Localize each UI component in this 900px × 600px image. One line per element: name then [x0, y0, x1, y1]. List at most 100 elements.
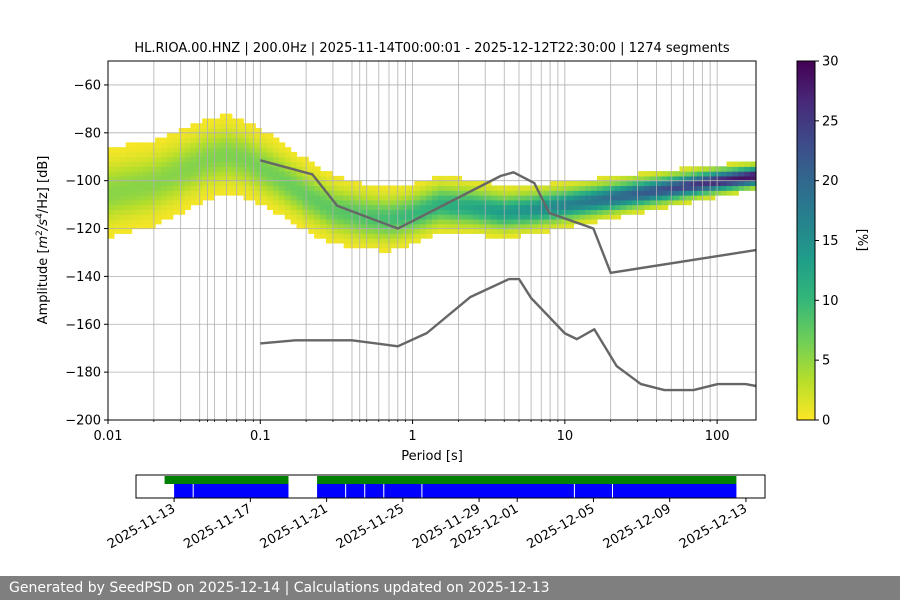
heatmap-cell — [272, 171, 280, 177]
heatmap-cell — [443, 209, 451, 215]
heatmap-cell — [178, 195, 186, 201]
heatmap-cell — [131, 209, 139, 215]
heatmap-cell — [155, 214, 162, 220]
heatmap-cell — [567, 195, 574, 201]
heatmap-cell — [325, 190, 333, 196]
heatmap-cell — [508, 204, 516, 210]
heatmap-cell — [314, 171, 321, 177]
y-tick-label: −200 — [65, 414, 101, 429]
low-noise-model-line — [260, 277, 756, 392]
heatmap-cell — [337, 180, 345, 187]
heatmap-cell — [378, 185, 386, 191]
heatmap-cell — [184, 185, 192, 191]
heatmap-cell — [443, 180, 451, 187]
heatmap-cell — [644, 190, 651, 196]
heatmap-cell — [202, 123, 209, 129]
heatmap-cell — [320, 204, 327, 210]
heatmap-cell — [331, 218, 339, 225]
heatmap-cell — [219, 190, 227, 196]
heatmap-cell — [284, 214, 292, 220]
heatmap-cell — [137, 190, 144, 196]
heatmap-cell — [149, 147, 156, 153]
heatmap-cell — [337, 214, 345, 220]
heatmap-cell — [113, 185, 121, 191]
heatmap-cell — [502, 204, 510, 210]
heatmap-cell — [237, 185, 245, 191]
heatmap-cell — [720, 190, 728, 196]
heatmap-cell — [573, 195, 580, 201]
heatmap-cell — [543, 190, 551, 196]
heatmap-cell — [278, 156, 286, 163]
heatmap-cell — [190, 171, 197, 177]
heatmap-cell — [384, 238, 392, 244]
heatmap-cell — [314, 180, 321, 187]
heatmap-cell — [355, 233, 362, 239]
heatmap-cell — [496, 185, 504, 191]
heatmap-cell — [390, 190, 398, 196]
heatmap-cell — [231, 128, 239, 134]
heatmap-cell — [255, 137, 262, 143]
heatmap-cell — [514, 199, 521, 206]
heatmap-cell — [526, 195, 533, 201]
heatmap-cell — [461, 190, 468, 196]
heatmap-cell — [750, 171, 756, 177]
heatmap-cell — [384, 228, 392, 234]
heatmap-cell — [543, 195, 551, 201]
heatmap-cell — [632, 175, 639, 182]
heatmap-cell — [119, 185, 127, 191]
heatmap-cell — [225, 132, 233, 139]
heatmap-cell — [526, 228, 533, 234]
heatmap-cell — [214, 166, 221, 172]
heatmap-cell — [732, 190, 739, 196]
heatmap-cell — [432, 195, 439, 201]
heatmap-cell — [514, 195, 521, 201]
heatmap-cell — [249, 171, 256, 177]
heatmap-cell — [296, 199, 303, 206]
heatmap-cell — [261, 132, 268, 139]
heatmap-cell — [367, 199, 374, 206]
heatmap-cell — [408, 238, 415, 244]
heatmap-cell — [449, 180, 457, 187]
heatmap-cell — [290, 199, 298, 206]
heatmap-cell — [255, 175, 262, 182]
heatmap-cell — [555, 218, 563, 225]
heatmap-cell — [267, 195, 274, 201]
heatmap-cell — [602, 195, 610, 201]
heatmap-cell — [555, 185, 563, 191]
heatmap-cell — [620, 185, 627, 191]
heatmap-cell — [508, 228, 516, 234]
heatmap-cell — [302, 180, 309, 187]
x-tick-label: 100 — [705, 429, 730, 444]
heatmap-cell — [231, 142, 239, 148]
heatmap-cell — [302, 161, 309, 167]
heatmap-cell — [267, 190, 274, 196]
heatmap-cell — [243, 190, 250, 196]
heatmap-cell — [367, 238, 374, 244]
heatmap-cell — [373, 199, 380, 206]
heatmap-cell — [414, 228, 421, 234]
heatmap-cell — [367, 204, 374, 210]
heatmap-cell — [732, 171, 739, 177]
heatmap-cell — [272, 204, 280, 210]
heatmap-cell — [373, 214, 380, 220]
heatmap-cell — [125, 199, 133, 206]
heatmap-cell — [149, 142, 156, 148]
heatmap-cell — [532, 195, 539, 201]
heatmap-cell — [314, 185, 321, 191]
heatmap-cell — [190, 132, 197, 139]
heatmap-cell — [602, 190, 610, 196]
heatmap-cell — [131, 190, 139, 196]
heatmap-cell — [172, 171, 180, 177]
heatmap-cell — [314, 209, 321, 215]
heatmap-cell — [638, 204, 645, 210]
heatmap-cell — [202, 190, 209, 196]
heatmap-cell — [461, 218, 468, 225]
heatmap-cell — [325, 238, 333, 244]
heatmap-cell — [426, 185, 433, 191]
heatmap-cell — [432, 209, 439, 215]
heatmap-cell — [113, 171, 121, 177]
heatmap-cell — [502, 228, 510, 234]
heatmap-cell — [155, 161, 162, 167]
heatmap-cell — [355, 180, 362, 187]
heatmap-cell — [125, 166, 133, 172]
